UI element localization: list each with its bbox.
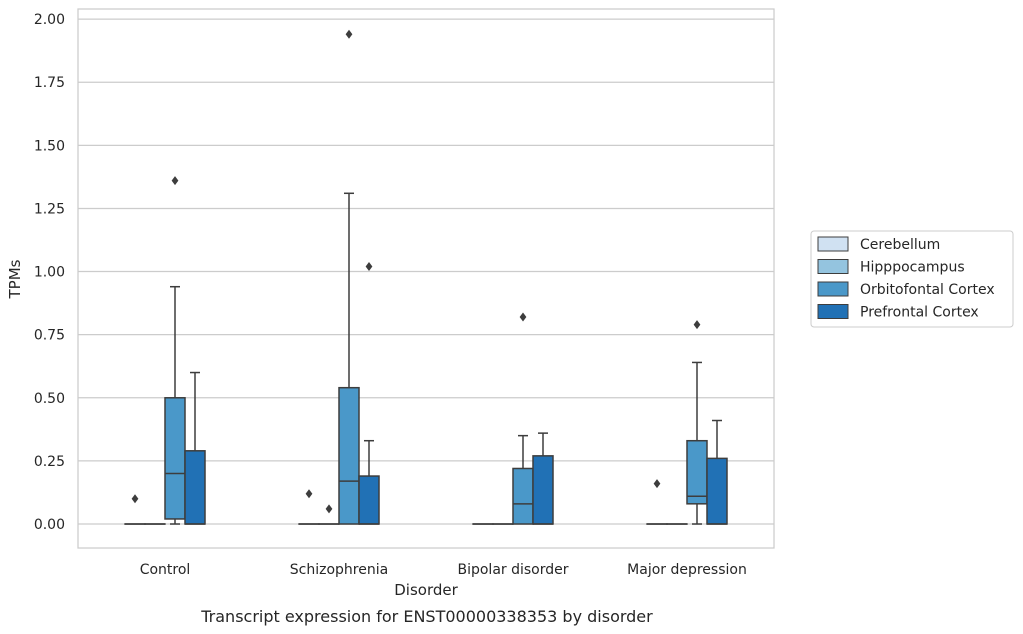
x-tick-label: Control <box>140 562 191 578</box>
y-tick-label: 0.25 <box>34 454 65 470</box>
box-cerebellum-control <box>124 494 146 525</box>
outlier-point <box>325 504 333 514</box>
plot-area-frame <box>77 8 775 549</box>
outlier-point <box>131 494 139 504</box>
box-body <box>706 457 728 525</box>
box-orbitofontal-cortex-major-depression <box>686 320 708 525</box>
y-tick-label: 1.25 <box>34 201 65 217</box>
y-tick-label: 0.50 <box>34 391 65 407</box>
outlier-point <box>365 262 373 272</box>
box-prefrontal-cortex-schizophrenia <box>358 262 380 525</box>
box-prefrontal-cortex-control <box>184 371 206 525</box>
chart-caption: Transcript expression for ENST0000033835… <box>200 607 653 626</box>
x-tick-label: Bipolar disorder <box>457 562 568 578</box>
y-tick-label: 1.00 <box>34 265 65 281</box>
box-orbitofontal-cortex-schizophrenia <box>338 29 360 525</box>
legend-swatch <box>817 259 849 274</box>
legend-label: Prefrontal Cortex <box>860 305 979 321</box>
box-body <box>512 467 534 525</box>
box-body <box>164 397 186 520</box>
legend-swatch <box>817 236 849 252</box>
box-prefrontal-cortex-major-depression <box>706 419 728 525</box>
y-tick-label: 2.00 <box>34 12 65 28</box>
y-axis-title: TPMs <box>6 259 24 299</box>
legend-swatch <box>817 304 849 319</box>
x-tick-label: Schizophrenia <box>290 562 388 578</box>
y-axis-ticks: 0.00 0.25 0.50 0.75 1.00 1.25 1.50 1.75 2.00 <box>34 12 65 533</box>
y-tick-label: 1.75 <box>34 75 65 91</box>
outlier-point <box>171 176 179 186</box>
legend-label: Orbitofontal Cortex <box>860 282 995 298</box>
x-tick-label: Major depression <box>627 562 747 578</box>
box-body <box>532 455 554 525</box>
y-tick-label: 1.50 <box>34 138 65 154</box>
outlier-point <box>305 489 313 499</box>
x-axis-ticks: Control Schizophrenia Bipolar disorder Majo… <box>140 562 747 578</box>
y-tick-label: 0.75 <box>34 328 65 344</box>
box-prefrontal-cortex-bipolar-disorder <box>532 432 554 525</box>
x-axis-title: Disorder <box>394 581 458 599</box>
legend-frame <box>810 230 1014 328</box>
outlier-point <box>653 479 661 489</box>
box-marks <box>124 29 728 525</box>
box-body <box>184 450 206 525</box>
outlier-point <box>519 312 527 322</box>
outlier-point <box>345 29 353 39</box>
box-body <box>686 439 708 505</box>
legend: Cerebellum Hipppocampus Orbitofontal Corte… <box>810 230 1014 328</box>
outlier-point <box>693 320 701 330</box>
legend-label: Cerebellum <box>860 237 940 253</box>
box-body <box>358 475 380 525</box>
box-body <box>338 386 360 525</box>
legend-label: Hipppocampus <box>860 260 965 276</box>
legend-swatch <box>817 281 849 297</box>
y-tick-label: 0.00 <box>34 517 65 533</box>
